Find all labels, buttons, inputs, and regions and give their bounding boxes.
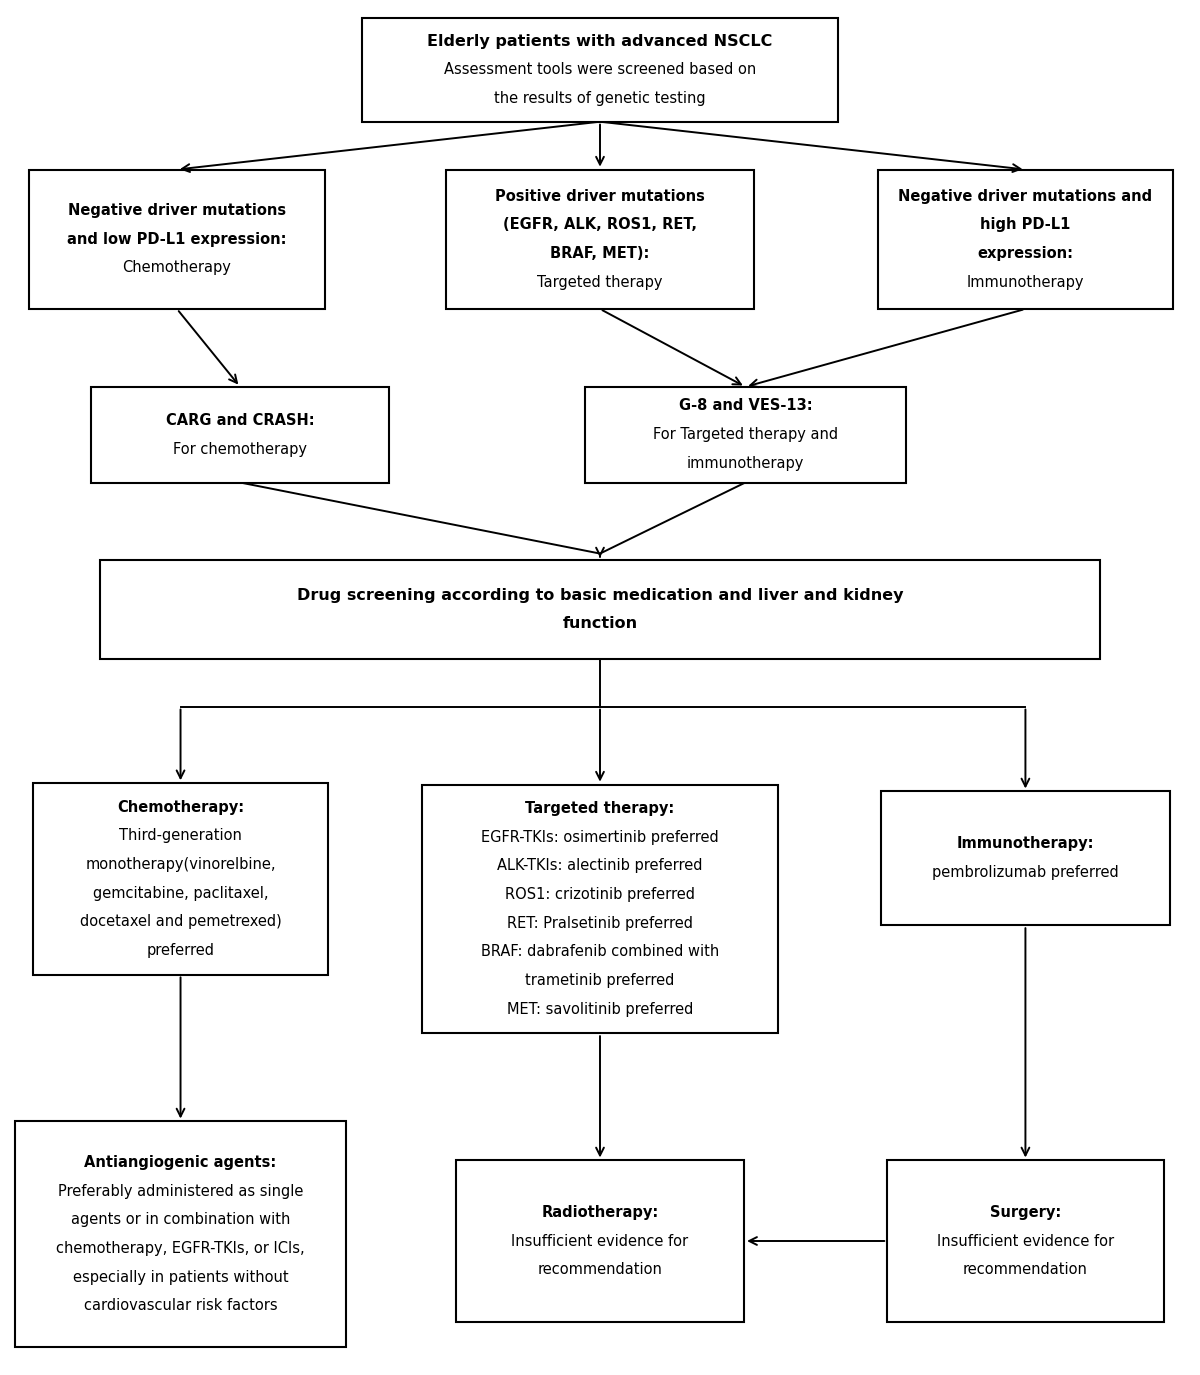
- FancyBboxPatch shape: [32, 784, 329, 975]
- Text: docetaxel and pemetrexed): docetaxel and pemetrexed): [79, 914, 282, 930]
- Text: Negative driver mutations and: Negative driver mutations and: [899, 188, 1152, 204]
- Text: Chemotherapy: Chemotherapy: [122, 260, 232, 275]
- Text: Third-generation: Third-generation: [119, 828, 242, 843]
- Text: Assessment tools were screened based on: Assessment tools were screened based on: [444, 62, 756, 77]
- Text: Insufficient evidence for: Insufficient evidence for: [937, 1233, 1114, 1248]
- Text: BRAF: dabrafenib combined with: BRAF: dabrafenib combined with: [481, 945, 719, 960]
- Text: pembrolizumab preferred: pembrolizumab preferred: [932, 865, 1118, 880]
- Text: expression:: expression:: [978, 246, 1074, 261]
- Text: BRAF, MET):: BRAF, MET):: [551, 246, 649, 261]
- Text: Targeted therapy: Targeted therapy: [538, 275, 662, 290]
- Text: EGFR-TKIs: osimertinib preferred: EGFR-TKIs: osimertinib preferred: [481, 829, 719, 844]
- FancyBboxPatch shape: [14, 1122, 346, 1348]
- Text: preferred: preferred: [146, 943, 215, 958]
- FancyBboxPatch shape: [446, 169, 754, 309]
- FancyBboxPatch shape: [877, 169, 1174, 309]
- Text: Insufficient evidence for: Insufficient evidence for: [511, 1233, 689, 1248]
- Text: Preferably administered as single: Preferably administered as single: [58, 1184, 304, 1199]
- Text: monotherapy(vinorelbine,: monotherapy(vinorelbine,: [85, 857, 276, 872]
- FancyBboxPatch shape: [422, 785, 778, 1033]
- Text: cardiovascular risk factors: cardiovascular risk factors: [84, 1298, 277, 1313]
- FancyBboxPatch shape: [361, 18, 839, 122]
- Text: MET: savolitinib preferred: MET: savolitinib preferred: [506, 1002, 694, 1018]
- FancyBboxPatch shape: [91, 386, 389, 483]
- Text: ALK-TKIs: alectinib preferred: ALK-TKIs: alectinib preferred: [497, 858, 703, 873]
- Text: immunotherapy: immunotherapy: [686, 456, 804, 470]
- Text: recommendation: recommendation: [538, 1262, 662, 1277]
- FancyBboxPatch shape: [584, 386, 906, 483]
- Text: especially in patients without: especially in patients without: [73, 1269, 288, 1284]
- FancyBboxPatch shape: [29, 169, 325, 309]
- Text: (EGFR, ALK, ROS1, RET,: (EGFR, ALK, ROS1, RET,: [503, 217, 697, 232]
- Text: and low PD-L1 expression:: and low PD-L1 expression:: [67, 232, 287, 246]
- Text: ROS1: crizotinib preferred: ROS1: crizotinib preferred: [505, 887, 695, 902]
- Text: For Targeted therapy and: For Targeted therapy and: [653, 428, 838, 443]
- Text: Surgery:: Surgery:: [990, 1204, 1061, 1220]
- Text: trametinib preferred: trametinib preferred: [526, 974, 674, 989]
- Text: Elderly patients with advanced NSCLC: Elderly patients with advanced NSCLC: [427, 33, 773, 48]
- Text: RET: Pralsetinib preferred: RET: Pralsetinib preferred: [506, 916, 692, 931]
- Text: For chemotherapy: For chemotherapy: [173, 441, 307, 456]
- FancyBboxPatch shape: [100, 561, 1100, 659]
- Text: Radiotherapy:: Radiotherapy:: [541, 1204, 659, 1220]
- Text: high PD-L1: high PD-L1: [980, 217, 1070, 232]
- Text: Immunotherapy:: Immunotherapy:: [956, 836, 1094, 851]
- Text: G-8 and VES-13:: G-8 and VES-13:: [678, 399, 812, 414]
- Text: the results of genetic testing: the results of genetic testing: [494, 91, 706, 106]
- Text: Immunotherapy: Immunotherapy: [967, 275, 1084, 290]
- Text: Targeted therapy:: Targeted therapy:: [526, 802, 674, 815]
- Text: CARG and CRASH:: CARG and CRASH:: [166, 412, 314, 428]
- FancyBboxPatch shape: [456, 1160, 744, 1321]
- Text: gemcitabine, paclitaxel,: gemcitabine, paclitaxel,: [92, 886, 269, 901]
- Text: Drug screening according to basic medication and liver and kidney: Drug screening according to basic medica…: [296, 587, 904, 602]
- FancyBboxPatch shape: [887, 1160, 1164, 1321]
- Text: Negative driver mutations: Negative driver mutations: [68, 204, 286, 219]
- Text: Antiangiogenic agents:: Antiangiogenic agents:: [84, 1155, 277, 1170]
- FancyBboxPatch shape: [881, 792, 1170, 925]
- Text: Chemotherapy:: Chemotherapy:: [116, 800, 244, 814]
- Text: recommendation: recommendation: [962, 1262, 1088, 1277]
- Text: function: function: [563, 616, 637, 631]
- Text: chemotherapy, EGFR-TKIs, or ICIs,: chemotherapy, EGFR-TKIs, or ICIs,: [56, 1242, 305, 1255]
- Text: Positive driver mutations: Positive driver mutations: [496, 188, 704, 204]
- Text: agents or in combination with: agents or in combination with: [71, 1213, 290, 1228]
